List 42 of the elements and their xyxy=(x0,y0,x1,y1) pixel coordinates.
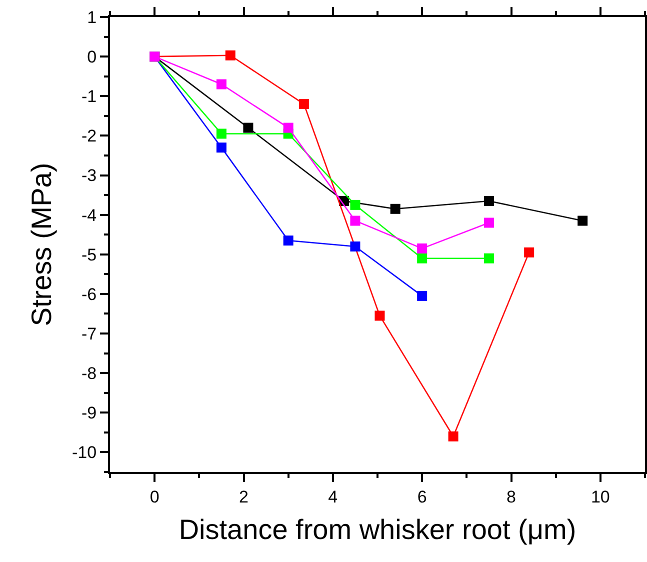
point xyxy=(484,253,494,264)
y-tick-label: -6 xyxy=(81,284,97,304)
y-tick-label: -2 xyxy=(81,126,97,146)
y-tick-label: -3 xyxy=(81,166,97,186)
point xyxy=(524,247,534,258)
y-tick-label: 1 xyxy=(87,8,97,27)
y-tick-label: -1 xyxy=(81,87,97,106)
x-tick-label: 2 xyxy=(239,487,248,506)
y-axis-title: Stress (MPa) xyxy=(26,162,58,326)
point xyxy=(216,142,226,153)
y-tick-label: -4 xyxy=(81,206,97,225)
x-tick-label: 0 xyxy=(150,487,160,506)
x-tick-label: 10 xyxy=(590,487,610,506)
point xyxy=(484,196,494,206)
point xyxy=(225,50,236,60)
point xyxy=(390,204,400,214)
x-tick-label: 8 xyxy=(506,487,516,506)
point xyxy=(283,236,294,246)
y-tick-label: 0 xyxy=(87,48,97,67)
point xyxy=(283,122,294,133)
point xyxy=(484,218,494,228)
y-tick-label: -10 xyxy=(72,443,97,462)
point xyxy=(216,79,226,90)
y-tick-label: -8 xyxy=(81,364,97,384)
x-axis-title: Distance from whisker root (μm) xyxy=(178,514,576,545)
point xyxy=(578,216,588,226)
point xyxy=(417,243,428,254)
y-tick-label: -7 xyxy=(81,324,97,344)
point xyxy=(448,431,458,442)
point xyxy=(417,290,428,301)
x-tick-label: 6 xyxy=(417,487,427,506)
point xyxy=(243,122,254,133)
point xyxy=(298,99,309,110)
point xyxy=(350,216,360,226)
x-tick-label: 4 xyxy=(328,487,338,506)
y-tick-label: -9 xyxy=(81,404,97,423)
point xyxy=(374,310,385,321)
y-tick-label: -5 xyxy=(81,245,97,264)
point xyxy=(350,200,360,210)
point xyxy=(350,241,360,252)
point xyxy=(417,253,428,264)
point xyxy=(216,128,226,139)
